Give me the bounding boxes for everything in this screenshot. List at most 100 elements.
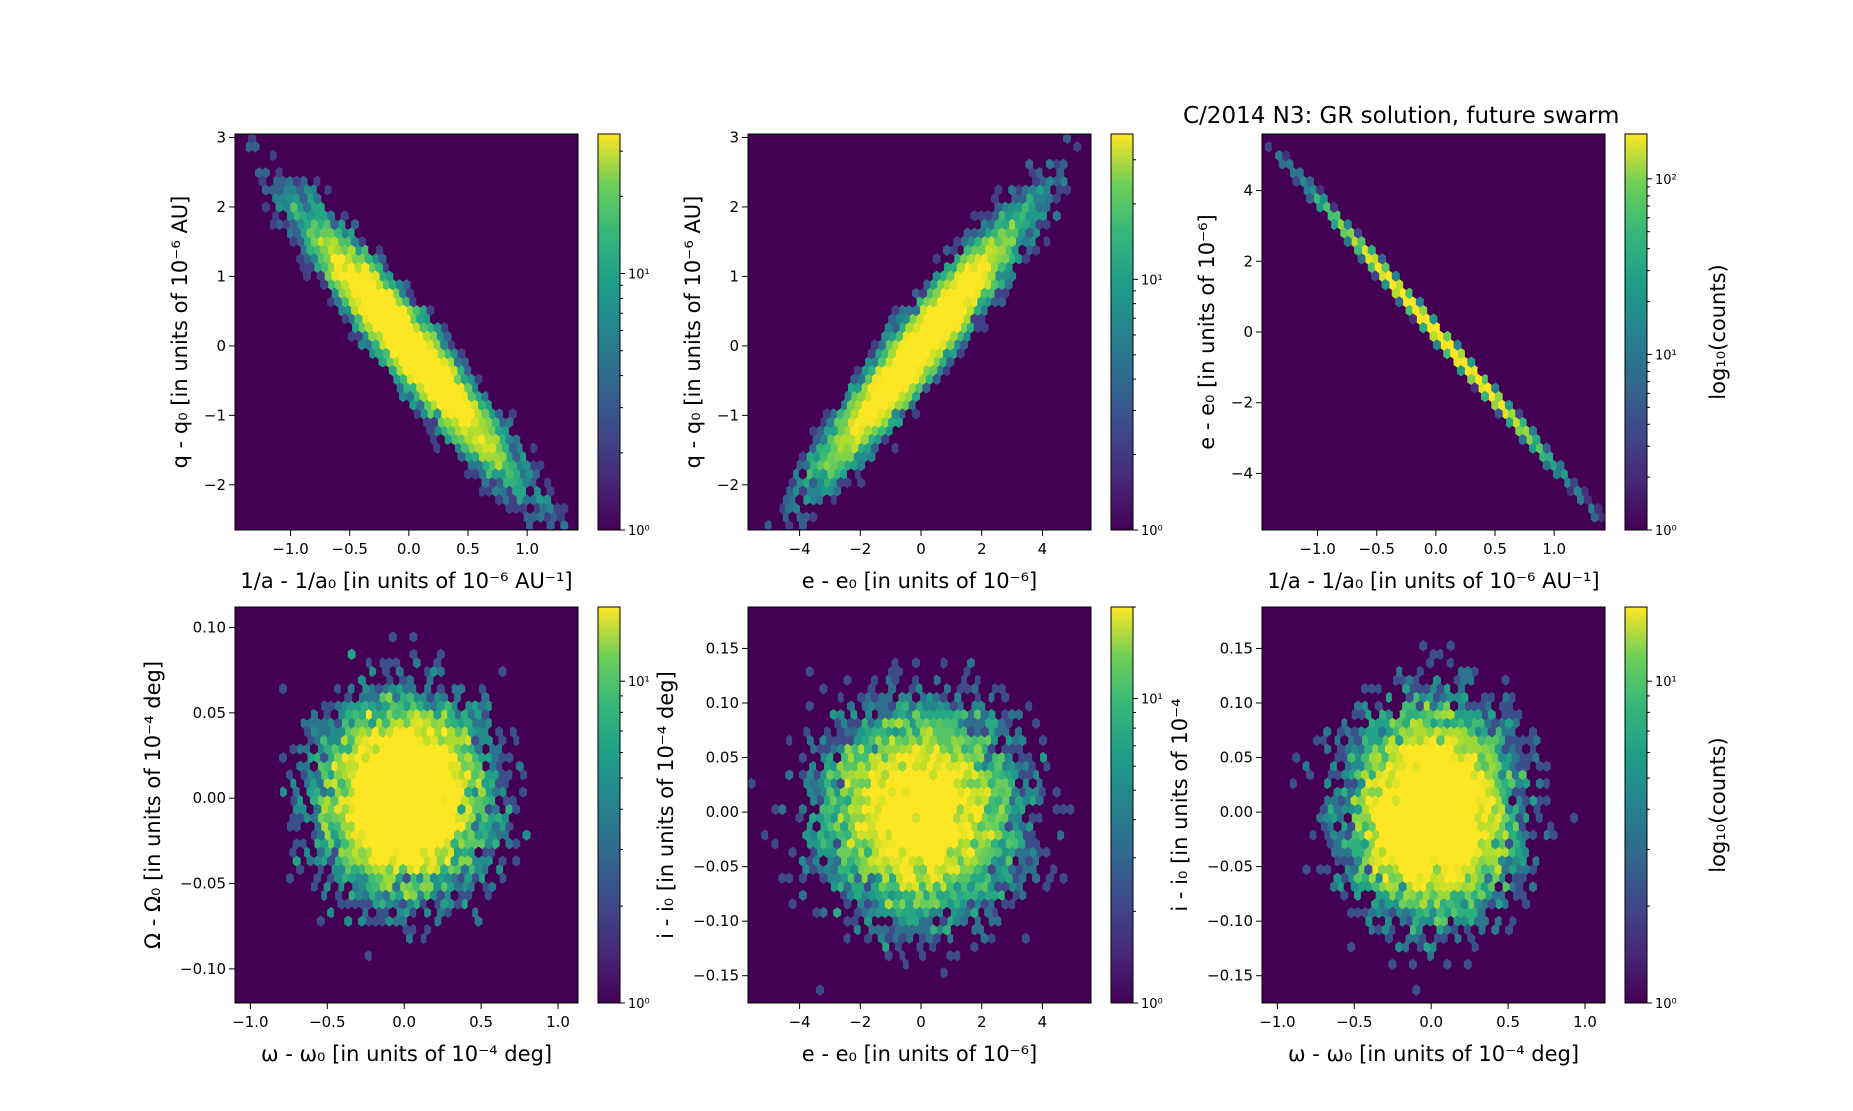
hexbin-cell: [1559, 838, 1568, 850]
hexbin-cell: [884, 425, 893, 437]
hexbin-cell: [423, 855, 432, 867]
hexbin-cell: [488, 743, 497, 755]
hexbin-cell: [1004, 261, 1013, 274]
y-tick-label: 3: [729, 128, 739, 146]
hexbin-cell: [289, 777, 298, 790]
hexbin-cell: [364, 743, 373, 755]
hexbin-cell: [303, 812, 312, 824]
hexbin-cell: [512, 451, 521, 463]
hexbin-cell: [822, 743, 831, 755]
hexbin-cell: [495, 408, 504, 420]
hexbin-cell: [282, 863, 291, 876]
hexbin-cell: [395, 803, 404, 815]
hexbin-cell: [1323, 726, 1332, 738]
hexbin-cell: [853, 889, 862, 902]
hexbin-cell: [323, 726, 332, 738]
hexbin-cell: [385, 846, 394, 859]
hexbin-cell: [905, 881, 914, 893]
x-tick-label: −0.5: [309, 1013, 345, 1031]
hexbin-cell: [987, 829, 996, 841]
hexbin-cell: [464, 924, 473, 936]
hexbin-cell: [918, 270, 927, 282]
hexbin-cell: [829, 425, 838, 437]
hexbin-cell: [867, 416, 876, 429]
hexbin-cell: [1360, 820, 1369, 833]
hexbin-cell: [922, 803, 931, 815]
hexbin-cell: [891, 812, 900, 824]
hexbin-cell: [1408, 855, 1417, 867]
hexbin-cell: [1014, 726, 1023, 738]
hexbin-cell: [956, 751, 965, 764]
hexbin-cell: [929, 769, 938, 781]
hexbin-cell: [1419, 760, 1428, 772]
hexbin-cell: [460, 674, 469, 686]
hexbin-cell: [984, 751, 993, 764]
hexbin-cell: [409, 614, 418, 626]
x-tick-label: 0.5: [1483, 540, 1507, 558]
hexbin-cell: [1498, 399, 1507, 411]
hexbin-cell: [296, 253, 305, 265]
hexbin-cell: [388, 296, 397, 308]
hexbin-cell: [1035, 846, 1044, 859]
hexbin-cell: [423, 665, 432, 678]
hexbin-cell: [1011, 872, 1020, 884]
hexbin-cell: [1008, 812, 1017, 824]
hexbin-cell: [1388, 734, 1397, 747]
hexbin-cell: [1371, 743, 1380, 755]
hexbin-cell: [888, 855, 897, 867]
hexbin-cell: [1498, 683, 1507, 695]
hexbin-cell: [846, 451, 855, 463]
hexbin-cell: [453, 691, 462, 704]
hexbin-cell: [508, 442, 517, 454]
hexbin-cell: [963, 347, 972, 360]
hexbin-cell: [836, 459, 845, 472]
hexbin-cell: [792, 803, 800, 815]
hexbin-cell: [1374, 683, 1383, 695]
hexbin-cell: [285, 820, 294, 833]
hexbin-cell: [843, 863, 852, 876]
hexbin-cell: [1474, 777, 1483, 790]
hexbin-cell: [1504, 399, 1513, 411]
hexbin-cell: [255, 167, 263, 179]
hexbin-cell: [936, 683, 945, 695]
hexbin-cell: [1011, 734, 1020, 747]
hexbin-cell: [347, 665, 356, 678]
hexbin-cell: [905, 846, 914, 859]
hexbin-cell: [296, 149, 305, 162]
hexbin-cell: [915, 872, 924, 884]
hexbin-cell: [279, 717, 287, 729]
hexbin-cell: [1528, 743, 1537, 755]
hexbin-cell: [1402, 786, 1411, 798]
hexbin-cell: [488, 863, 497, 876]
hexbin-cell: [1525, 803, 1534, 815]
hexbin-cell: [1028, 184, 1037, 196]
hexbin-cell: [946, 863, 955, 876]
hexbin-cell: [450, 855, 459, 867]
hexbin-cell: [874, 924, 883, 936]
hexbin-cell: [423, 872, 432, 884]
hexbin-cell: [1323, 846, 1332, 859]
hexbin-cell: [1450, 769, 1459, 781]
hexbin-cell: [946, 949, 955, 962]
hexbin-cell: [1347, 820, 1356, 833]
hexbin-cell: [1011, 838, 1020, 850]
hexbin-cell: [936, 734, 945, 747]
hexbin-cell: [419, 304, 428, 317]
hexbin-cell: [1032, 872, 1041, 884]
hexbin-cell: [477, 433, 486, 446]
hexbin-cell: [357, 898, 366, 910]
hexbin-cell: [481, 812, 490, 824]
hexbin-cell: [306, 734, 315, 747]
hexbin-cell: [1443, 769, 1452, 781]
hexbin-cell: [436, 838, 445, 850]
hexbin-cell: [381, 889, 390, 902]
hexbin-cell: [477, 734, 486, 747]
hexbin-cell: [375, 313, 384, 325]
hexbin-cell: [477, 382, 486, 394]
hexbin-cell: [1306, 872, 1314, 884]
hexbin-cell: [915, 347, 924, 360]
hexbin-cell: [833, 717, 842, 729]
hexbin-cell: [850, 777, 859, 790]
hexbin-cell: [805, 872, 814, 884]
hexbin-cell: [963, 700, 972, 712]
